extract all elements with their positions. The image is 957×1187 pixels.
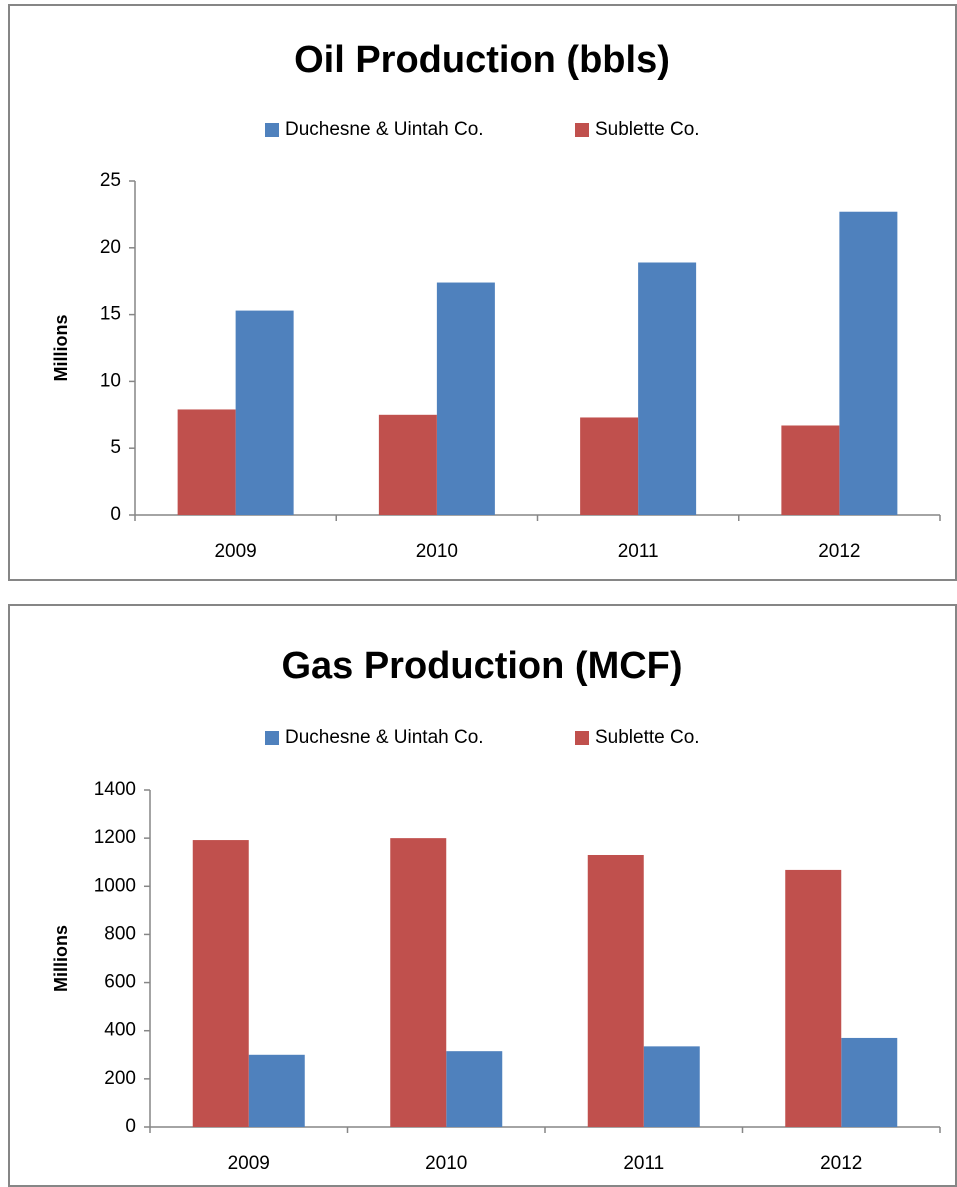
y-tick-label: 200	[104, 1068, 136, 1089]
y-tick-label: 600	[104, 972, 136, 993]
bar	[248, 1054, 305, 1127]
y-tick-label: 0	[125, 1116, 136, 1137]
bar	[436, 282, 495, 515]
x-tick-label: 2010	[416, 541, 458, 562]
legend-label: Sublette Co.	[595, 727, 700, 748]
legend-label: Duchesne & Uintah Co.	[285, 119, 484, 140]
legend-swatch	[575, 731, 589, 745]
bar	[781, 425, 840, 515]
bar	[192, 840, 249, 1127]
y-axis-label: Millions	[51, 925, 71, 992]
bar	[177, 409, 236, 515]
y-tick-label: 20	[100, 237, 121, 258]
legend-label: Sublette Co.	[595, 119, 700, 140]
x-tick-label: 2010	[425, 1153, 467, 1174]
y-tick-label: 400	[104, 1020, 136, 1041]
y-tick-label: 1000	[94, 875, 136, 896]
x-tick-label: 2012	[820, 1153, 862, 1174]
y-tick-label: 25	[100, 170, 121, 191]
bar	[587, 854, 644, 1127]
x-tick-label: 2011	[623, 1153, 664, 1174]
legend-label: Duchesne & Uintah Co.	[285, 727, 484, 748]
y-tick-label: 1400	[94, 779, 136, 800]
y-tick-label: 800	[104, 923, 136, 944]
x-tick-label: 2009	[228, 1153, 270, 1174]
bar	[841, 1037, 898, 1127]
x-tick-label: 2009	[214, 541, 256, 562]
bar	[378, 414, 437, 515]
bar	[235, 310, 294, 515]
bar	[446, 1051, 503, 1127]
bar	[580, 417, 639, 515]
x-tick-label: 2011	[618, 541, 659, 562]
y-tick-label: 0	[110, 504, 121, 525]
y-tick-label: 15	[100, 304, 121, 325]
bar	[839, 211, 898, 515]
legend-swatch	[265, 123, 279, 137]
bar	[785, 869, 842, 1127]
chart-title: Gas Production (MCF)	[281, 645, 682, 687]
y-axis-label: Millions	[51, 315, 71, 382]
bar	[638, 262, 697, 515]
legend-swatch	[575, 123, 589, 137]
x-tick-label: 2012	[818, 541, 860, 562]
y-tick-label: 5	[110, 437, 121, 458]
bar	[643, 1046, 700, 1127]
legend-swatch	[265, 731, 279, 745]
y-tick-label: 1200	[94, 827, 136, 848]
y-tick-label: 10	[100, 370, 121, 391]
bar	[390, 838, 447, 1127]
chart-title: Oil Production (bbls)	[294, 39, 670, 81]
